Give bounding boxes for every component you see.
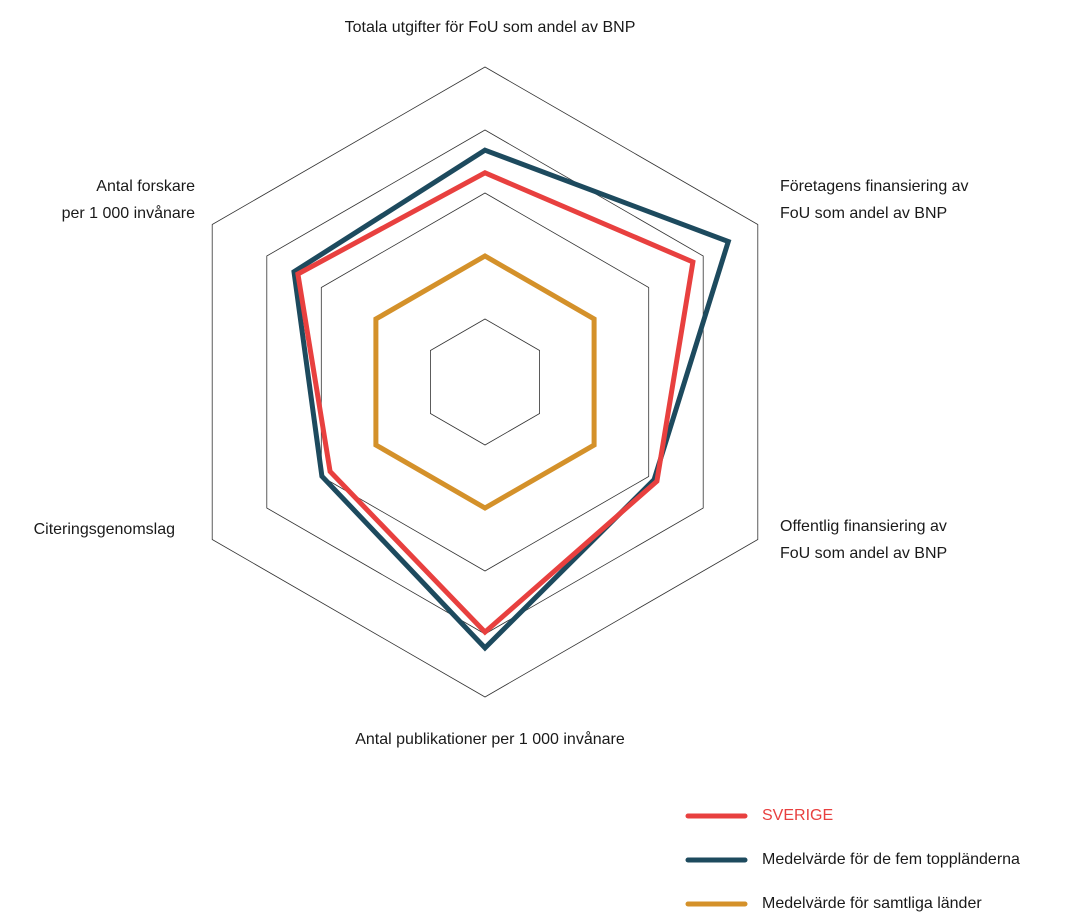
axis-label: Företagens finansiering av FoU som andel … xyxy=(780,178,969,222)
axis-label: Offentlig finansiering av FoU som andel a… xyxy=(780,518,947,562)
axis-label: Totala utgifter för FoU som andel av BNP xyxy=(345,19,636,36)
series-line xyxy=(295,170,696,636)
axis-label-line: FoU som andel av BNP xyxy=(780,205,947,222)
legend-label: Medelvärde för de fem toppländerna xyxy=(762,851,1020,868)
axis-label-line: Offentlig finansiering av xyxy=(780,518,947,535)
axis-label-line: Totala utgifter för FoU som andel av BNP xyxy=(345,19,636,36)
axis-label-line: FoU som andel av BNP xyxy=(780,545,947,562)
axis-label: Citeringsgenomslag xyxy=(34,521,175,538)
grid-ring xyxy=(429,318,540,446)
axis-label-line: Citeringsgenomslag xyxy=(34,521,175,538)
axis-label: Antal publikationer per 1 000 invånare xyxy=(355,730,625,748)
grid-ring xyxy=(211,66,759,698)
axis-label-line: per 1 000 invånare xyxy=(62,204,196,222)
axis-label-line: Företagens finansiering av xyxy=(780,178,969,195)
legend-label: Medelvärde för samtliga länder xyxy=(762,895,982,912)
axis-label-line: Antal forskare xyxy=(96,178,195,195)
axis-label-line: Antal publikationer per 1 000 invånare xyxy=(355,730,625,748)
series-line xyxy=(373,253,597,511)
legend-label: SVERIGE xyxy=(762,807,833,824)
axis-label: Antal forskare per 1 000 invånare xyxy=(62,178,196,222)
series-line xyxy=(291,147,732,652)
grid-ring xyxy=(375,255,595,509)
grid-ring xyxy=(320,192,650,572)
